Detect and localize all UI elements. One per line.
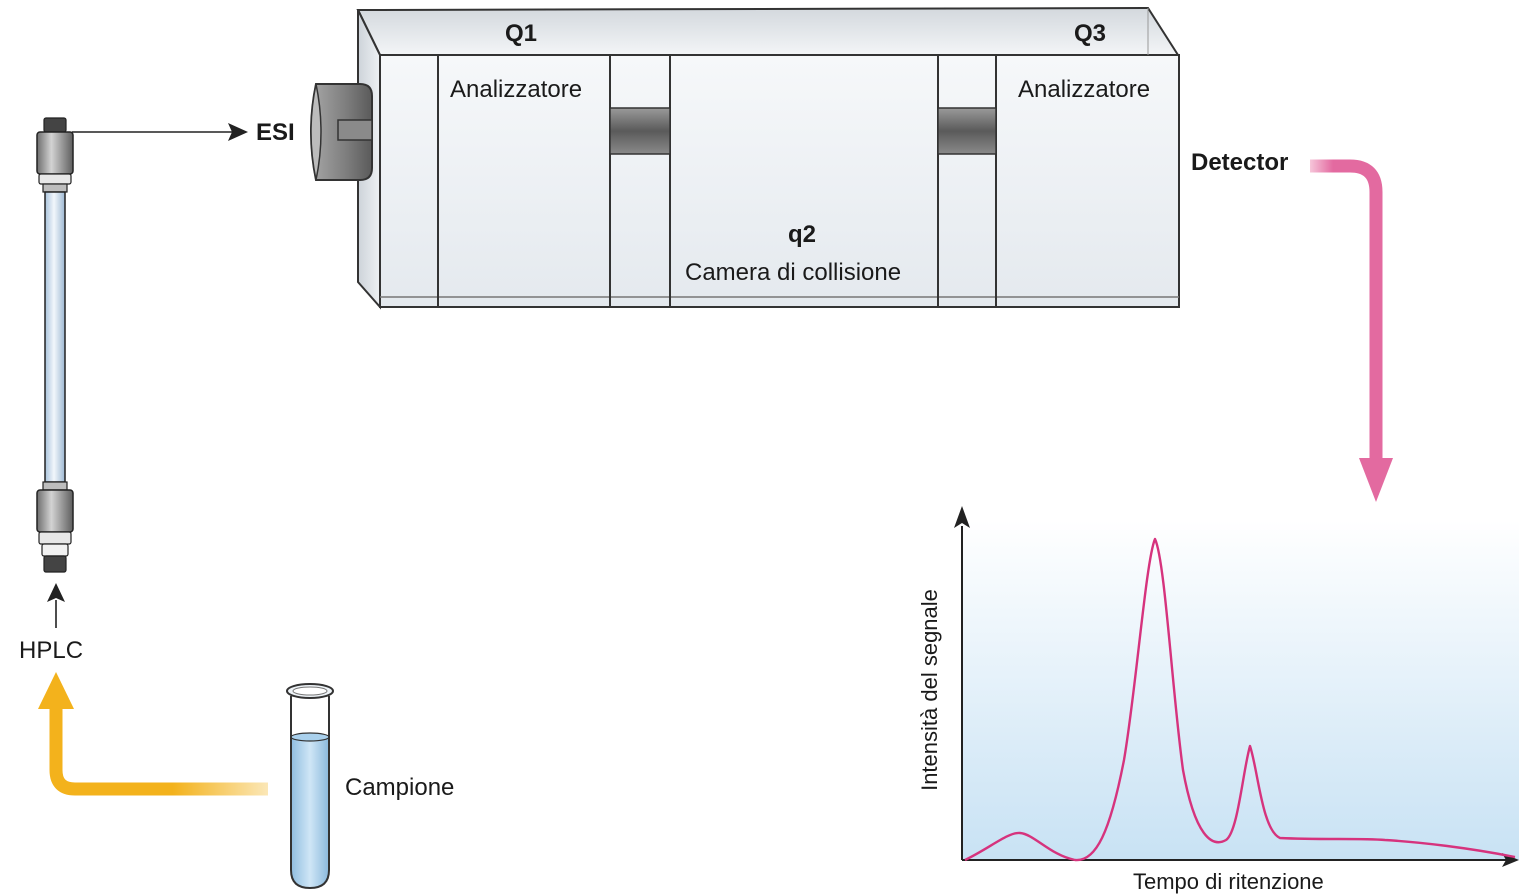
q3-title: Q3 — [1074, 20, 1107, 47]
chromatogram-x-axis-label: Tempo di ritenzione — [1133, 869, 1324, 894]
transfer-gap-2 — [937, 107, 997, 155]
collision-cell-label: Camera di collisione — [685, 259, 902, 286]
sample-arrow — [38, 672, 268, 796]
q2-title: q2 — [788, 221, 817, 248]
chromatogram-trace — [964, 537, 1516, 862]
ms-box-top — [356, 6, 1180, 56]
esi-source — [310, 83, 373, 181]
esi-label: ESI — [256, 119, 295, 146]
chromatogram-background — [962, 520, 1519, 860]
q1-analyzer-label: Analizzatore — [450, 76, 583, 103]
hplc-label: HPLC — [19, 637, 84, 664]
sample-label: Campione — [345, 774, 455, 801]
q1-title: Q1 — [505, 20, 538, 47]
hplc-to-column-arrow — [47, 583, 65, 628]
chromatogram-y-axis-label: Intensità del segnale — [917, 589, 942, 791]
mass-spectrometer — [356, 6, 1180, 310]
detector-label: Detector — [1191, 149, 1289, 176]
chromatogram — [954, 506, 1519, 867]
ms-box-front — [379, 54, 1180, 308]
sample-test-tube — [286, 683, 334, 890]
transfer-gap-1 — [609, 107, 671, 155]
hplc-column — [36, 117, 74, 573]
q3-analyzer-label: Analizzatore — [1018, 76, 1151, 103]
detector-arrow — [1310, 159, 1393, 502]
column-tube — [44, 191, 66, 483]
column-to-esi-arrow — [72, 123, 248, 141]
